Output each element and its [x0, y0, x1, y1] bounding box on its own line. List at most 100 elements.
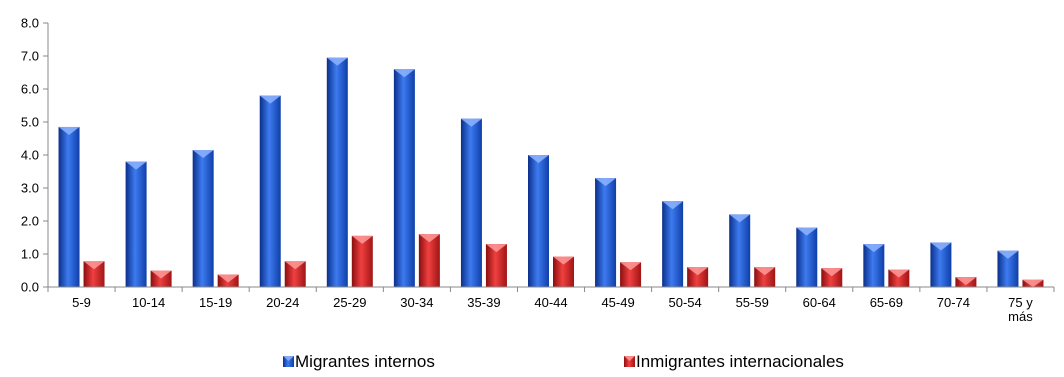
bars [58, 57, 1044, 288]
bar-body [460, 118, 482, 287]
y-tick-label: 6.0 [21, 82, 39, 97]
bar-body [259, 95, 281, 287]
bar-inmigrantes-internacionales [620, 262, 642, 287]
bar-cap [485, 244, 507, 253]
bar-cap [259, 95, 281, 104]
bar-cap [418, 234, 440, 243]
bar-body [796, 227, 818, 287]
bar-body [930, 242, 952, 287]
bar-body [528, 155, 549, 287]
bar-body [888, 269, 910, 287]
x-tick-label-line: 25-29 [333, 295, 366, 310]
bar-body [821, 268, 843, 287]
bar-body [125, 161, 147, 287]
y-tick-label: 7.0 [21, 49, 39, 64]
x-tick-label: 50-54 [669, 295, 702, 310]
bar-cap [553, 256, 574, 265]
bar-migrantes-internos [863, 244, 885, 287]
x-tick-label: 65-69 [870, 295, 903, 310]
x-tick-label-line: 15-19 [199, 295, 232, 310]
bar-migrantes-internos [58, 126, 80, 287]
bar-cap [192, 150, 214, 159]
bar-cap [796, 227, 818, 236]
bar-body [729, 214, 751, 287]
y-tick-label: 8.0 [21, 16, 39, 31]
bar-cap [528, 155, 549, 163]
bar-cap [595, 178, 617, 187]
legend-swatch [624, 356, 635, 367]
bar-cap [620, 262, 642, 271]
x-tick-label: 40-44 [534, 295, 567, 310]
bar-body [687, 267, 709, 287]
bar-cap [662, 201, 684, 210]
bar-cap [888, 269, 910, 278]
bar-body [393, 69, 415, 287]
bar-migrantes-internos [528, 155, 549, 287]
bar-body [58, 126, 80, 287]
x-tick-label-line: 20-24 [266, 295, 299, 310]
y-tick-label: 3.0 [21, 181, 39, 196]
y-axis: 0.0 1.0 2.0 3.0 4.0 5.0 6.0 7.0 8.0 [21, 16, 49, 295]
x-tick-label: 45-49 [601, 295, 634, 310]
bar-inmigrantes-internacionales [955, 277, 977, 287]
bar-migrantes-internos [997, 250, 1019, 287]
bar-body [150, 270, 172, 287]
x-tick-label: 15-19 [199, 295, 232, 310]
x-tick-label: 55-59 [736, 295, 769, 310]
x-tick-label: 30-34 [400, 295, 433, 310]
x-tick-label: 5-9 [72, 295, 91, 310]
x-tick-label-line: 45-49 [601, 295, 634, 310]
bar-cap [83, 261, 105, 270]
bar-cap [754, 267, 776, 276]
legend: Migrantes internos Inmigrantes internacio… [283, 352, 844, 371]
bar-inmigrantes-internacionales [553, 256, 574, 287]
x-tick-label: 60-64 [803, 295, 836, 310]
legend-swatch [283, 356, 294, 367]
x-tick-label-line: 50-54 [669, 295, 702, 310]
bar-inmigrantes-internacionales [821, 268, 843, 287]
x-tick-label: 20-24 [266, 295, 299, 310]
bar-migrantes-internos [259, 95, 281, 287]
bar-inmigrantes-internacionales [83, 261, 105, 287]
bar-migrantes-internos [192, 150, 214, 287]
bar-body [83, 261, 105, 287]
legend-label: Inmigrantes internacionales [636, 352, 844, 371]
bar-body [553, 256, 574, 287]
bar-migrantes-internos [796, 227, 818, 287]
bar-migrantes-internos [125, 161, 147, 287]
bar-body [620, 262, 642, 287]
bar-cap [863, 244, 885, 253]
bar-migrantes-internos [326, 57, 348, 288]
y-tick-label: 4.0 [21, 148, 39, 163]
bar-cap [930, 242, 952, 251]
y-tick-label: 0.0 [21, 280, 39, 295]
legend-item-migrantes-internos: Migrantes internos [283, 352, 435, 371]
bar-cap [955, 277, 977, 286]
bar-cap [150, 270, 172, 279]
x-tick-label-line: 70-74 [937, 295, 970, 310]
x-tick-label: 25-29 [333, 295, 366, 310]
bar-migrantes-internos [729, 214, 751, 287]
x-tick-label: 70-74 [937, 295, 970, 310]
bar-migrantes-internos [662, 201, 684, 287]
legend-swatch-cap [624, 356, 635, 361]
bar-inmigrantes-internacionales [1022, 279, 1044, 287]
bar-body [595, 178, 617, 287]
bar-inmigrantes-internacionales [150, 270, 172, 287]
bar-body [997, 250, 1019, 287]
bar-migrantes-internos [393, 69, 415, 287]
x-tick-label-line: 35-39 [467, 295, 500, 310]
legend-swatch-cap [283, 356, 294, 361]
bar-inmigrantes-internacionales [351, 235, 373, 287]
x-tick-label-line: 30-34 [400, 295, 433, 310]
y-tick-label: 5.0 [21, 115, 39, 130]
x-tick-label: 35-39 [467, 295, 500, 310]
x-tick-label-line: 40-44 [534, 295, 567, 310]
bar-body [485, 244, 507, 287]
bar-inmigrantes-internacionales [284, 261, 306, 287]
bar-cap [393, 69, 415, 78]
bar-migrantes-internos [595, 178, 617, 287]
bar-inmigrantes-internacionales [485, 244, 507, 287]
x-tick-label: 10-14 [132, 295, 165, 310]
bar-inmigrantes-internacionales [888, 269, 910, 287]
